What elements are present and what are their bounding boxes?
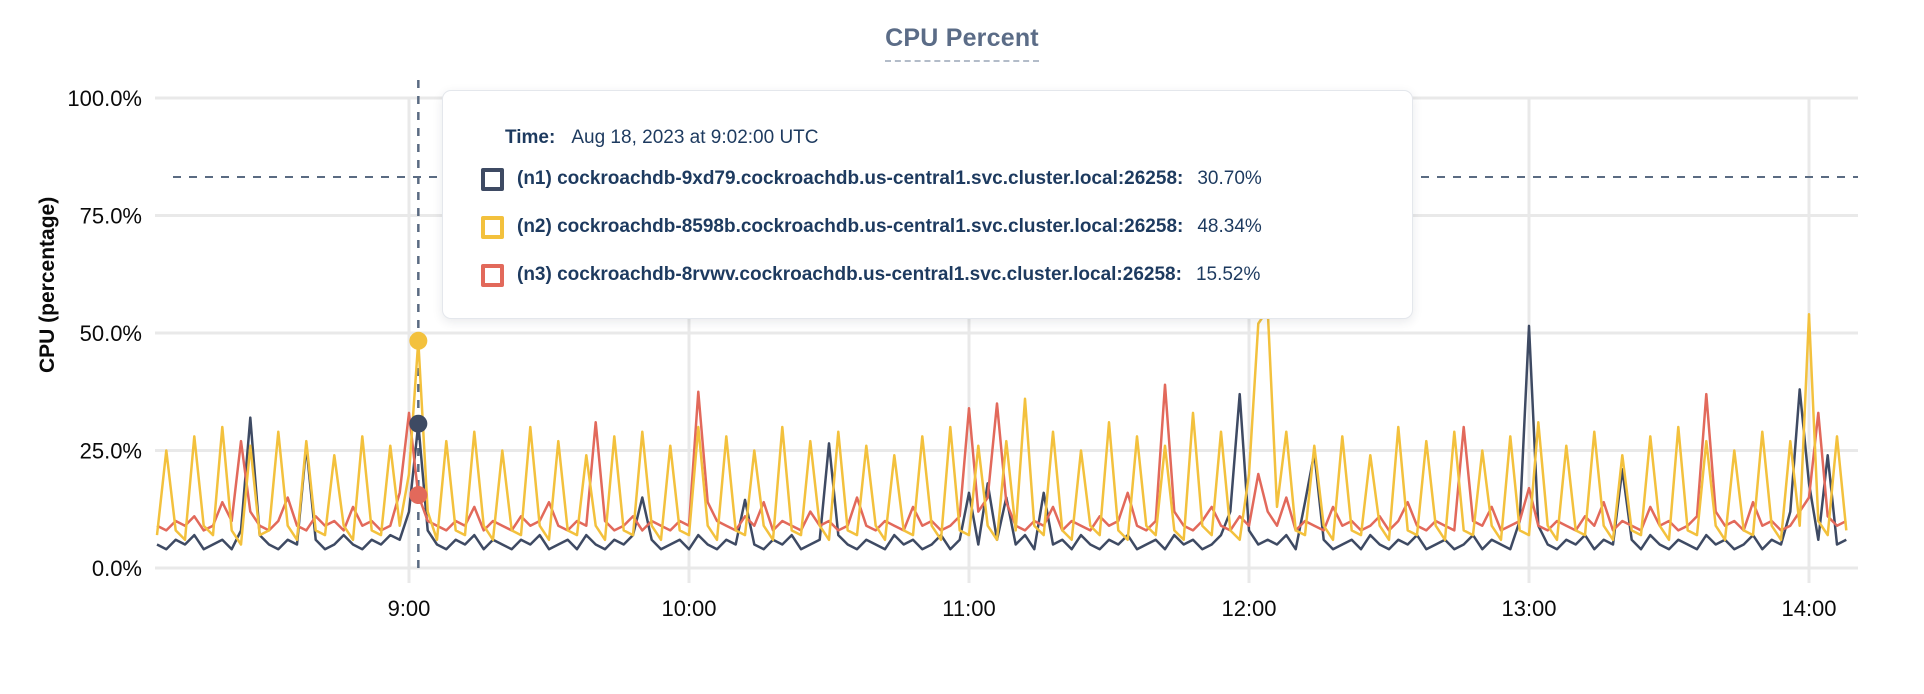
tooltip-series-n1-label: (n1) cockroachdb-9xd79.cockroachdb.us-ce… <box>517 168 1184 189</box>
tooltip-series-row-n1: (n1) cockroachdb-9xd79.cockroachdb.us-ce… <box>481 155 1392 203</box>
tooltip-time-row: Time: Aug 18, 2023 at 9:02:00 UTC <box>505 121 1392 155</box>
x-tick-label: 10:00 <box>661 596 716 621</box>
tooltip-series-n3-label: (n3) cockroachdb-8rvwv.cockroachdb.us-ce… <box>517 264 1182 285</box>
tooltip-series-n1-value: 30.70% <box>1197 168 1262 189</box>
x-tick-label: 13:00 <box>1501 596 1556 621</box>
series-line-n2 <box>155 308 1848 546</box>
y-tick-label: 100.0% <box>67 86 142 111</box>
hover-dot-n1 <box>409 414 428 433</box>
y-tick-label: 50.0% <box>80 321 142 346</box>
y-tick-label: 0.0% <box>92 556 142 581</box>
hover-dot-n3 <box>409 486 428 505</box>
tooltip-series-n2-label: (n2) cockroachdb-8598b.cockroachdb.us-ce… <box>517 216 1184 237</box>
y-tick-label: 75.0% <box>80 204 142 229</box>
y-tick-label: 25.0% <box>80 439 142 464</box>
tooltip-series-n2-value: 48.34% <box>1197 216 1262 237</box>
tooltip-series-row-n2: (n2) cockroachdb-8598b.cockroachdb.us-ce… <box>481 203 1392 251</box>
chart-title: CPU Percent <box>0 24 1924 62</box>
tooltip-series-n3-value: 15.52% <box>1195 264 1261 285</box>
y-axis-title: CPU (percentage) <box>36 196 59 373</box>
tooltip-time-label: Time: <box>505 127 556 148</box>
x-tick-label: 12:00 <box>1221 596 1276 621</box>
series-n3-swatch-icon <box>481 263 504 287</box>
hover-dot-n2 <box>409 331 428 350</box>
x-tick-label: 14:00 <box>1781 596 1836 621</box>
x-tick-label: 11:00 <box>942 596 995 621</box>
chart-hover-tooltip: Time: Aug 18, 2023 at 9:02:00 UTC (n1) c… <box>442 90 1413 319</box>
series-line-n1 <box>156 324 1847 551</box>
chart-title-text: CPU Percent <box>885 24 1039 62</box>
series-n1-swatch-icon <box>481 167 504 191</box>
series-n2-swatch-icon <box>481 215 504 239</box>
x-tick-label: 9:00 <box>388 596 431 621</box>
tooltip-time-value: Aug 18, 2023 at 9:02:00 UTC <box>571 127 819 148</box>
tooltip-series-row-n3: (n3) cockroachdb-8rvwv.cockroachdb.us-ce… <box>481 251 1392 299</box>
